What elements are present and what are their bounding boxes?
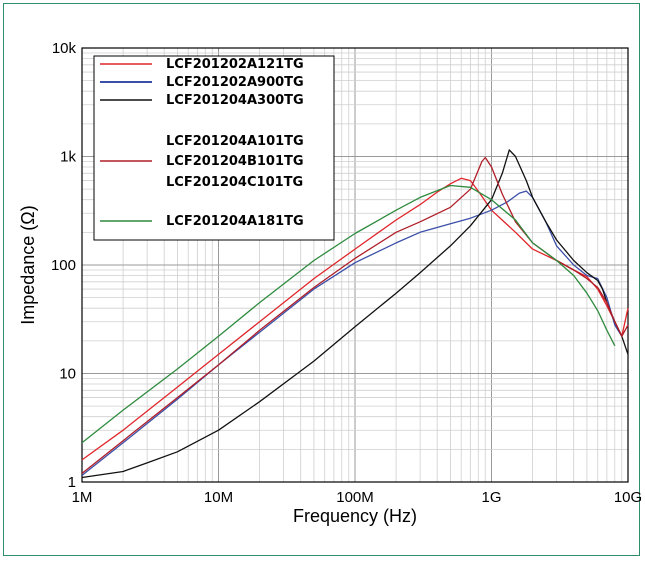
legend-entry-label: LCF201204A101TG <box>166 134 304 149</box>
x-tick-label: 10G <box>614 489 642 506</box>
legend-entry-label: LCF201204A300TG <box>166 93 304 108</box>
x-tick-label: 10M <box>204 489 233 506</box>
y-axis-label: Impedance (Ω) <box>18 205 38 325</box>
x-tick-label: 100M <box>336 489 374 506</box>
series-line-lcf201204a181tg <box>81 184 616 444</box>
series-line-lcf201204a101tg <box>81 156 629 474</box>
legend-entry-label: LCF201202A900TG <box>166 75 304 90</box>
series-lines <box>81 149 629 479</box>
y-tick-label: 10k <box>52 40 77 57</box>
series-line-lcf201202a121tg <box>81 177 629 461</box>
legend-entry-label: LCF201202A121TG <box>166 57 304 72</box>
x-axis-label: Frequency (Hz) <box>293 506 417 526</box>
tick-labels: 1M 10M 100M 1G 10G 1 10 100 1k 10k <box>51 40 642 506</box>
y-tick-label: 1k <box>60 149 76 166</box>
x-tick-label: 1M <box>72 489 93 506</box>
chart-frame: LCF201202A121TG LCF201202A900TG LCF201204A… <box>3 3 642 556</box>
series-line-lcf201204a300tg <box>81 149 629 479</box>
y-tick-label: 100 <box>51 257 76 274</box>
legend-entry-label: LCF201204C101TG <box>166 175 303 190</box>
y-tick-label: 1 <box>68 474 76 491</box>
legend-entry-label: LCF201204B101TG <box>166 154 304 169</box>
legend-box <box>93 55 335 241</box>
plot-area <box>81 47 629 483</box>
x-tick-label: 1G <box>481 489 501 506</box>
legend: LCF201202A121TG LCF201202A900TG LCF201204A… <box>93 55 335 241</box>
impedance-chart: LCF201202A121TG LCF201202A900TG LCF201204A… <box>18 40 642 526</box>
legend-entry-label: LCF201204A181TG <box>166 214 304 229</box>
y-tick-label: 10 <box>59 366 76 383</box>
